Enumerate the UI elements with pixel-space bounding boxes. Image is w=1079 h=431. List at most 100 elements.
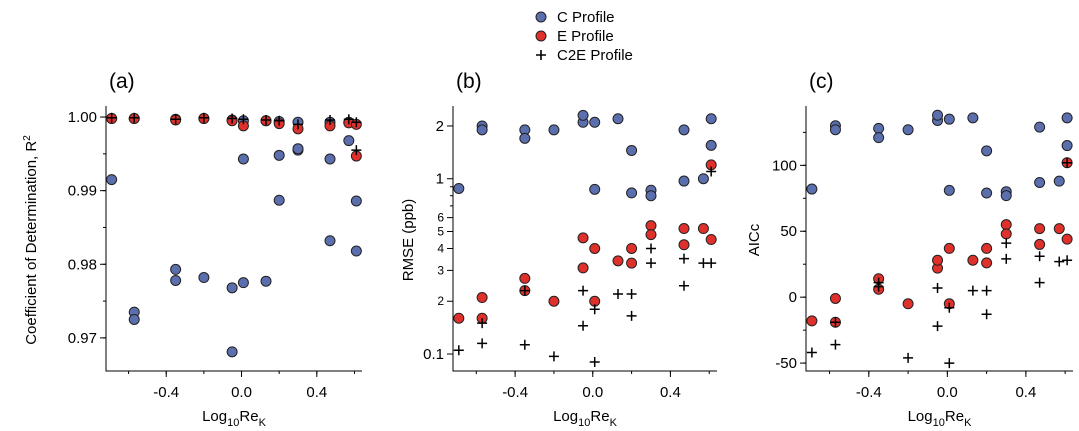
data-point — [170, 274, 182, 286]
data-point — [453, 312, 465, 324]
data-point — [324, 235, 336, 247]
data-point — [350, 245, 362, 257]
data-point — [170, 114, 181, 125]
x-tick-label: 0.4 — [306, 384, 327, 401]
data-point — [626, 257, 638, 269]
data-point — [577, 232, 589, 244]
data-point — [1062, 255, 1073, 266]
data-point — [613, 288, 623, 299]
data-point — [626, 310, 637, 321]
data-point — [227, 113, 238, 124]
data-point — [806, 183, 818, 195]
axes-frame — [452, 106, 717, 372]
data-point — [706, 166, 717, 177]
y-tick-label: 0.97 — [68, 330, 97, 347]
data-point — [548, 295, 560, 307]
chart-panel: (c) -0.4 0.0 0.4 -50 0 50 100 Log10ReK AICc — [746, 70, 1073, 429]
panel-label: (c) — [809, 70, 834, 93]
x-tick-label: 0.0 — [582, 384, 603, 401]
data-point — [873, 132, 885, 144]
data-point — [981, 309, 992, 320]
data-point — [705, 113, 717, 125]
data-point — [273, 149, 285, 161]
data-point — [967, 285, 978, 296]
data-point — [477, 338, 488, 349]
chart-panel: (b) -0.4 0.0 0.4 0.1 2 3 4 56 1 2 Log10ReK RMSE (ppb… — [400, 70, 717, 429]
data-point — [589, 304, 600, 315]
data-point — [626, 187, 638, 199]
data-point — [519, 132, 531, 144]
data-point — [1061, 233, 1073, 245]
data-point — [1034, 277, 1045, 288]
x-tick-label: -0.4 — [502, 384, 528, 401]
data-point — [477, 318, 488, 329]
panels: (a) -0.4 0.0 0.4 0.97 0.98 0.99 1.00 Log10ReK Coe… — [22, 70, 1073, 429]
y-tick-label: 100 — [772, 157, 797, 174]
series-c-profile — [806, 109, 1073, 202]
data-point — [237, 153, 249, 165]
y-tick-label: 0.1 — [423, 346, 444, 363]
data-point — [943, 242, 955, 254]
y-tick-label: -50 — [775, 355, 797, 372]
legend-entry: C Profile — [535, 9, 615, 26]
data-point — [626, 242, 638, 254]
data-point — [829, 292, 841, 304]
axes-frame — [105, 106, 362, 372]
series-c2e-profile — [806, 157, 1073, 369]
data-point — [873, 122, 885, 134]
series-e-profile — [106, 113, 362, 162]
y-tick-label: 2 — [436, 118, 444, 135]
data-point — [1062, 157, 1073, 168]
y-tick-label: 0.98 — [68, 256, 97, 273]
x-tick-label: -0.4 — [856, 384, 882, 401]
data-point — [273, 194, 285, 206]
y-axis-label: Coefficient of Determination, R2 — [22, 135, 40, 345]
series-c-profile — [106, 113, 362, 358]
data-point — [350, 195, 362, 207]
x-tick-label: 0.0 — [937, 384, 958, 401]
data-point — [678, 124, 690, 136]
legend-label: E Profile — [557, 28, 614, 45]
data-point — [646, 258, 656, 269]
data-point — [261, 114, 271, 125]
data-point — [519, 272, 531, 284]
data-point — [519, 285, 530, 296]
data-point — [706, 258, 717, 269]
data-point — [274, 115, 285, 126]
data-point — [106, 112, 117, 123]
data-point — [705, 234, 717, 246]
data-point — [198, 112, 209, 123]
data-point — [343, 114, 354, 125]
y-axis-label: RMSE (ppb) — [400, 199, 417, 282]
data-point — [612, 255, 624, 267]
y-tick-label: 0.99 — [68, 183, 97, 200]
x-tick-label: -0.4 — [153, 384, 179, 401]
x-axis-label: Log10ReK — [202, 408, 266, 429]
y-tick-label: 0 — [789, 289, 797, 306]
data-point — [453, 345, 464, 356]
data-point — [226, 282, 238, 294]
data-point — [1034, 223, 1046, 235]
chart-panel: (a) -0.4 0.0 0.4 0.97 0.98 0.99 1.00 Log10ReK Coe… — [22, 70, 362, 429]
data-point — [260, 275, 272, 287]
data-point — [1034, 251, 1045, 262]
legend-marker — [535, 11, 547, 23]
data-point — [944, 302, 955, 313]
data-point — [237, 277, 249, 289]
data-point — [981, 285, 992, 296]
panel-label: (a) — [109, 70, 135, 93]
data-point — [981, 257, 993, 269]
data-point — [806, 347, 817, 358]
data-point — [198, 272, 210, 284]
data-point — [293, 119, 303, 130]
data-point — [967, 254, 979, 266]
data-point — [128, 313, 140, 325]
series-c-profile — [453, 109, 717, 202]
legend-label: C2E Profile — [557, 47, 633, 64]
data-point — [981, 242, 993, 254]
data-point — [873, 281, 884, 292]
data-point — [226, 346, 238, 358]
y-tick-label: 6 — [437, 211, 444, 225]
data-point — [932, 254, 944, 266]
